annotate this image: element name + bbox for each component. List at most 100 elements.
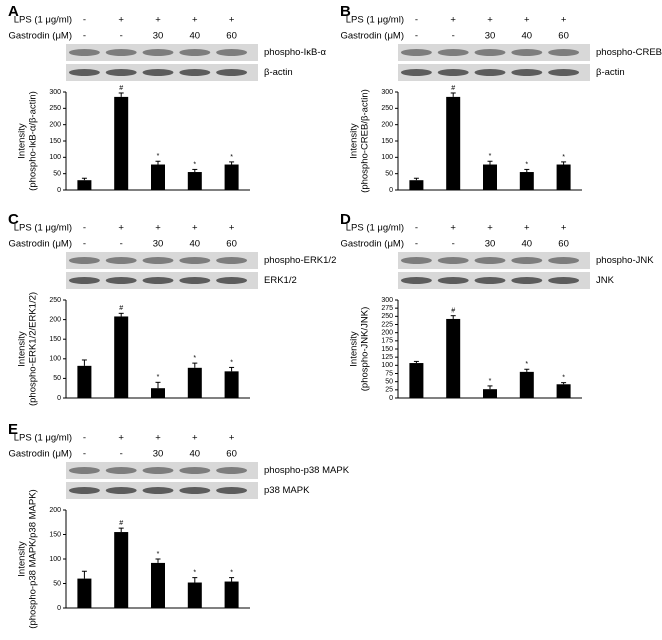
y-tick-label: 150 <box>49 531 61 538</box>
y-tick-label: 225 <box>381 321 393 328</box>
blot-band <box>216 69 248 76</box>
treatment-cell: 30 <box>153 239 164 250</box>
blot-band <box>179 49 211 56</box>
blot-band <box>511 257 543 264</box>
bar <box>77 578 92 608</box>
blot-band <box>216 277 248 284</box>
y-tick-label: 250 <box>381 313 393 320</box>
bar <box>77 365 92 398</box>
bar <box>187 582 202 608</box>
treatment-cell: - <box>415 31 418 42</box>
treatment-cell: + <box>450 223 456 234</box>
treatment-cell: + <box>561 15 567 26</box>
panel-label: D <box>340 211 351 228</box>
significance-mark: * <box>193 569 196 576</box>
treatment-cell: - <box>415 15 418 26</box>
blot-band <box>68 49 100 56</box>
blot-band <box>179 467 211 474</box>
bar <box>151 164 165 190</box>
treatment-cell: - <box>83 31 86 42</box>
significance-mark: * <box>157 374 160 381</box>
y-tick-label: 75 <box>385 370 393 377</box>
blot-band <box>216 49 248 56</box>
bar <box>483 164 497 190</box>
panel-label: E <box>8 421 18 438</box>
blot-band <box>142 467 174 474</box>
bar <box>409 363 424 398</box>
blot-band <box>548 49 580 56</box>
treatment-label: Gastrodin (μM) <box>340 239 404 250</box>
y-tick-label: 200 <box>49 316 61 323</box>
bar <box>77 180 92 190</box>
treatment-cell: + <box>118 15 124 26</box>
blot-band <box>216 257 248 264</box>
y-tick-label: 100 <box>49 356 61 363</box>
blot-band <box>400 69 432 76</box>
y-tick-label: 250 <box>49 105 61 112</box>
treatment-label: LPS (1 μg/ml) <box>14 223 72 234</box>
blot-label: β-actin <box>264 67 293 78</box>
significance-mark: * <box>230 359 233 366</box>
y-tick-label: 0 <box>57 395 61 402</box>
bar <box>114 532 129 608</box>
treatment-cell: + <box>118 433 124 444</box>
y-tick-label: 50 <box>385 379 393 386</box>
treatment-cell: + <box>155 15 161 26</box>
blot-band <box>548 257 580 264</box>
y-tick-label: 150 <box>49 336 61 343</box>
blot-band <box>511 277 543 284</box>
y-tick-label: 25 <box>385 387 393 394</box>
treatment-cell: + <box>192 223 198 234</box>
blot-band <box>400 49 432 56</box>
treatment-cell: + <box>192 15 198 26</box>
bar <box>151 562 165 608</box>
significance-mark: * <box>230 569 233 576</box>
y-axis-label: Intensity <box>17 331 28 367</box>
y-axis-label: (phospho-p38 MAPK/p38 MAPK) <box>28 489 39 628</box>
treatment-label: Gastrodin (μM) <box>8 449 72 460</box>
bar <box>224 581 239 608</box>
blot-band <box>179 277 211 284</box>
blot-band <box>142 257 174 264</box>
treatment-cell: 60 <box>558 239 569 250</box>
y-tick-label: 200 <box>381 330 393 337</box>
treatment-cell: + <box>524 223 530 234</box>
blot-band <box>105 49 137 56</box>
significance-mark: * <box>193 355 196 362</box>
bar <box>187 367 202 398</box>
treatment-cell: - <box>120 449 123 460</box>
bar <box>519 172 534 190</box>
treatment-cell: 30 <box>485 31 496 42</box>
treatment-label: Gastrodin (μM) <box>340 31 404 42</box>
significance-mark: # <box>451 85 455 92</box>
blot-band <box>179 257 211 264</box>
blot-band <box>68 487 100 494</box>
y-axis-label: Intensity <box>17 123 28 159</box>
blot-band <box>105 69 137 76</box>
blot-band <box>105 487 137 494</box>
panel-label: C <box>8 211 19 228</box>
blot-band <box>548 69 580 76</box>
significance-mark: * <box>525 361 528 368</box>
significance-mark: * <box>193 161 196 168</box>
treatment-cell: + <box>524 15 530 26</box>
treatment-label: LPS (1 μg/ml) <box>346 223 404 234</box>
y-axis-label: Intensity <box>17 541 28 577</box>
y-tick-label: 100 <box>49 556 61 563</box>
blot-band <box>68 257 100 264</box>
treatment-cell: 30 <box>485 239 496 250</box>
y-tick-label: 50 <box>385 171 393 178</box>
blot-band <box>216 467 248 474</box>
bar <box>483 389 497 398</box>
treatment-cell: + <box>118 223 124 234</box>
treatment-cell: 60 <box>226 449 237 460</box>
blot-label: JNK <box>596 275 615 286</box>
blot-band <box>142 487 174 494</box>
blot-band <box>474 69 506 76</box>
treatment-cell: + <box>229 223 235 234</box>
y-tick-label: 0 <box>389 187 393 194</box>
blot-band <box>105 467 137 474</box>
